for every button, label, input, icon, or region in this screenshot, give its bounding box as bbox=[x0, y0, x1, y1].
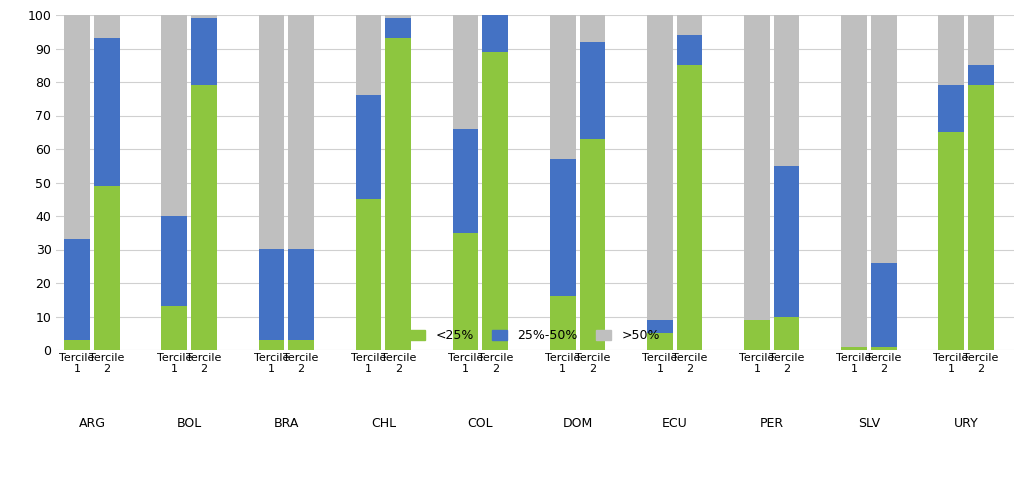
Bar bbox=[580, 42, 605, 139]
Text: PER: PER bbox=[760, 417, 783, 430]
Legend: <25%, 25%-50%, >50%: <25%, 25%-50%, >50% bbox=[406, 324, 665, 347]
Bar bbox=[94, 186, 120, 350]
Bar bbox=[968, 65, 993, 86]
Bar bbox=[355, 15, 381, 96]
Text: ARG: ARG bbox=[79, 417, 105, 430]
Bar bbox=[65, 340, 90, 350]
Bar bbox=[774, 316, 800, 350]
Text: BOL: BOL bbox=[176, 417, 202, 430]
Text: SLV: SLV bbox=[858, 417, 880, 430]
Bar bbox=[677, 65, 702, 350]
Bar bbox=[968, 15, 993, 65]
Bar bbox=[968, 86, 993, 350]
Bar bbox=[289, 250, 314, 340]
Bar bbox=[385, 18, 411, 38]
Bar bbox=[385, 15, 411, 18]
Bar bbox=[65, 240, 90, 340]
Bar bbox=[938, 86, 964, 132]
Bar bbox=[774, 15, 800, 166]
Bar bbox=[259, 250, 285, 340]
Bar bbox=[162, 15, 187, 216]
Bar bbox=[191, 15, 217, 18]
Bar bbox=[774, 166, 800, 316]
Bar bbox=[647, 15, 673, 320]
Bar bbox=[482, 15, 508, 52]
Bar bbox=[870, 346, 897, 350]
Bar bbox=[841, 15, 867, 346]
Bar bbox=[550, 296, 575, 350]
Bar bbox=[162, 216, 187, 306]
Text: COL: COL bbox=[468, 417, 494, 430]
Bar bbox=[259, 340, 285, 350]
Bar bbox=[453, 129, 478, 233]
Bar bbox=[938, 15, 964, 86]
Bar bbox=[870, 15, 897, 263]
Text: DOM: DOM bbox=[562, 417, 593, 430]
Bar bbox=[65, 15, 90, 239]
Bar bbox=[191, 86, 217, 350]
Bar bbox=[550, 15, 575, 159]
Text: ECU: ECU bbox=[662, 417, 687, 430]
Bar bbox=[289, 340, 314, 350]
Bar bbox=[162, 306, 187, 350]
Bar bbox=[677, 35, 702, 65]
Bar bbox=[94, 38, 120, 186]
Bar bbox=[580, 139, 605, 350]
Bar bbox=[355, 199, 381, 350]
Bar bbox=[453, 15, 478, 129]
Bar bbox=[677, 15, 702, 35]
Bar bbox=[453, 233, 478, 350]
Bar bbox=[580, 15, 605, 42]
Bar bbox=[550, 159, 575, 296]
Bar bbox=[385, 38, 411, 350]
Bar bbox=[841, 346, 867, 350]
Bar bbox=[647, 320, 673, 333]
Bar bbox=[938, 132, 964, 350]
Bar bbox=[94, 15, 120, 38]
Text: URY: URY bbox=[953, 417, 978, 430]
Bar bbox=[355, 96, 381, 199]
Bar bbox=[289, 15, 314, 250]
Bar bbox=[870, 263, 897, 346]
Bar bbox=[259, 15, 285, 250]
Bar bbox=[744, 320, 770, 350]
Bar bbox=[191, 18, 217, 86]
Text: CHL: CHL bbox=[371, 417, 396, 430]
Bar bbox=[647, 333, 673, 350]
Bar bbox=[482, 52, 508, 350]
Bar bbox=[744, 15, 770, 320]
Text: BRA: BRA bbox=[273, 417, 299, 430]
